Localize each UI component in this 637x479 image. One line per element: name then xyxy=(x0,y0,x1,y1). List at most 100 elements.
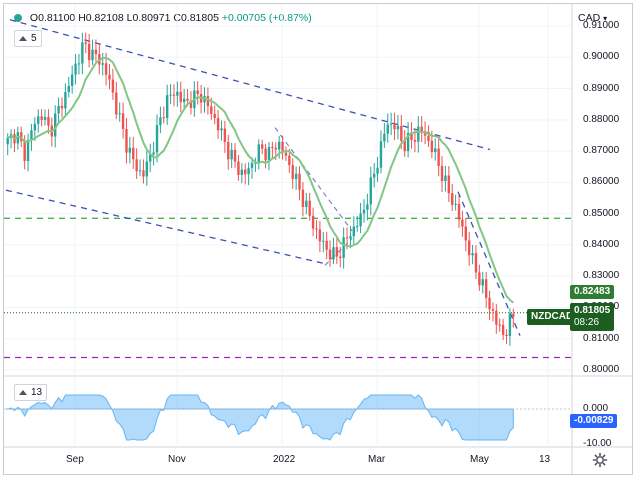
price-tick-label: 0.80000 xyxy=(583,364,620,375)
candle-body xyxy=(271,147,274,149)
candle-body xyxy=(155,125,159,153)
candle-body xyxy=(505,334,508,337)
legend-close: C0.81805 xyxy=(173,12,219,24)
candle-body xyxy=(40,116,43,120)
candle-body xyxy=(115,92,118,115)
candle-body xyxy=(457,203,461,220)
candle-body xyxy=(145,161,149,177)
candle-body xyxy=(352,226,356,237)
candle-body xyxy=(33,123,37,131)
gear-icon[interactable] xyxy=(592,452,608,468)
price-tick-label: 0.89000 xyxy=(583,82,620,94)
candle-body xyxy=(356,226,359,228)
osc-tick-label: -10.00 xyxy=(583,438,612,449)
candle-body xyxy=(274,147,277,150)
candle-body xyxy=(495,310,498,325)
candle-body xyxy=(196,90,199,95)
candle-body xyxy=(491,309,495,311)
candle-body xyxy=(176,91,179,96)
price-tick-label: 0.87000 xyxy=(583,145,620,157)
candle-body xyxy=(318,229,322,242)
candle-body xyxy=(213,113,216,119)
chevron-up-icon xyxy=(19,390,27,395)
candle-body xyxy=(227,142,230,160)
candle-body xyxy=(467,240,471,256)
currency-label: CAD xyxy=(578,12,601,24)
candle-body xyxy=(240,169,244,175)
channel-upper-line xyxy=(9,19,491,151)
symbol-tag: NZDCAD xyxy=(527,309,578,325)
candle-body xyxy=(216,118,220,131)
candle-body xyxy=(383,133,386,142)
candle-body xyxy=(315,228,318,230)
candle-body xyxy=(427,135,430,141)
candle-body xyxy=(359,213,362,227)
candle-body xyxy=(389,123,393,125)
moving-average-line xyxy=(7,57,514,304)
candle-body xyxy=(264,148,267,161)
price-tick-label: 0.88000 xyxy=(583,113,620,125)
candle-body xyxy=(288,155,291,166)
candle-body xyxy=(298,173,301,190)
candle-body xyxy=(203,96,206,103)
candle-body xyxy=(471,253,474,256)
time-tick-label: Sep xyxy=(66,454,84,465)
ma-indicator-toggle[interactable]: 5 xyxy=(14,30,42,47)
candle-body xyxy=(250,162,254,169)
candle-body xyxy=(223,128,227,143)
candle-body xyxy=(230,149,233,160)
chart-frame[interactable] xyxy=(3,3,633,475)
oscillator-area xyxy=(6,394,514,441)
candle-body xyxy=(94,49,98,55)
descending-trend-line xyxy=(457,191,521,336)
candle-body xyxy=(369,177,372,205)
status-dot-icon xyxy=(14,14,22,22)
candle-body xyxy=(57,105,60,114)
candle-body xyxy=(339,256,342,258)
candle-body xyxy=(447,175,451,194)
candle-body xyxy=(206,96,210,107)
candle-body xyxy=(461,219,464,227)
candle-body xyxy=(233,149,237,162)
candle-body xyxy=(87,43,91,61)
candle-body xyxy=(379,141,383,168)
candle-body xyxy=(128,147,132,153)
candle-body xyxy=(434,148,437,153)
candle-body xyxy=(464,226,467,241)
candle-body xyxy=(162,117,165,119)
candle-body xyxy=(74,63,77,75)
candle-body xyxy=(474,253,478,273)
countdown-value: 08:26 xyxy=(574,317,600,328)
candle-body xyxy=(182,98,186,103)
price-tick-label: 0.85000 xyxy=(583,207,620,219)
candle-body xyxy=(372,173,376,178)
candle-body xyxy=(498,324,501,326)
candle-body xyxy=(121,113,125,129)
candle-body xyxy=(186,98,189,101)
candle-body xyxy=(37,116,40,124)
candle-body xyxy=(366,204,369,210)
candle-body xyxy=(152,152,155,155)
channel-lower-line xyxy=(5,189,326,265)
candle-body xyxy=(294,173,298,179)
osc-tick-label: 0.000 xyxy=(583,403,609,414)
candle-body xyxy=(6,137,9,145)
candle-body xyxy=(47,116,50,126)
price-tick-label: 0.90000 xyxy=(583,51,620,63)
time-tick-label: May xyxy=(470,454,489,465)
candle-body xyxy=(64,92,67,109)
osc-indicator-toggle[interactable]: 13 xyxy=(14,384,48,401)
candle-body xyxy=(142,170,145,177)
last-price-tag: 0.81805 08:26 xyxy=(570,303,615,331)
candle-body xyxy=(277,141,281,150)
candle-body xyxy=(420,126,423,132)
candle-body xyxy=(149,154,152,162)
candle-body xyxy=(437,148,440,167)
candle-body xyxy=(138,170,142,172)
currency-selector[interactable]: CAD ▾ xyxy=(578,12,607,24)
candle-body xyxy=(451,193,454,205)
candle-body xyxy=(481,279,484,286)
last-price-value: 0.81805 xyxy=(574,305,611,316)
candle-body xyxy=(328,249,332,260)
